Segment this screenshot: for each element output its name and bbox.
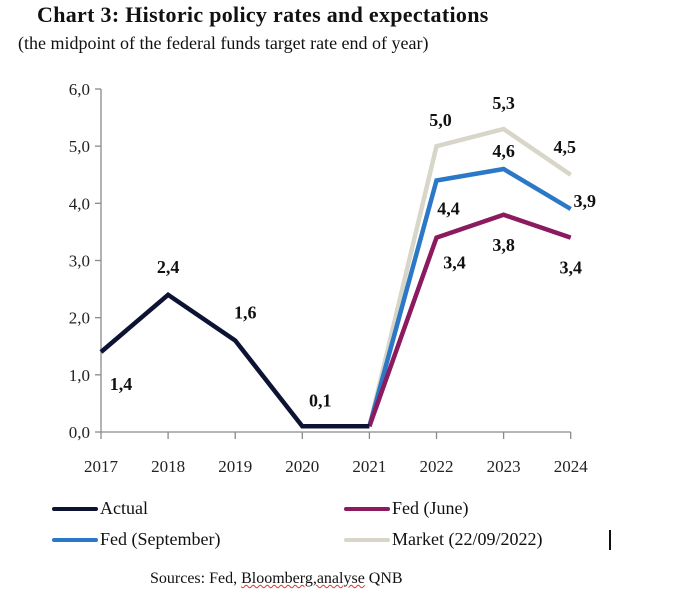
x-tick-label: 2021 <box>352 457 386 476</box>
x-tick-label: 2022 <box>420 457 454 476</box>
legend-item-market: Market (22/09/2022) <box>344 529 542 550</box>
series-line-market-22-09-2022 <box>367 126 572 427</box>
y-tick-label: 1,0 <box>69 366 90 385</box>
legend-swatch-market <box>344 537 390 542</box>
series-lines <box>99 126 572 429</box>
y-tick-label: 2,0 <box>69 309 90 328</box>
y-tick-label: 0,0 <box>69 423 90 442</box>
series-line-fed-june <box>367 212 572 428</box>
legend-item-fed-june: Fed (June) <box>344 498 468 519</box>
y-tick-label: 6,0 <box>69 80 90 99</box>
legend-item-fed-september: Fed (September) <box>52 529 220 550</box>
data-label: 3,8 <box>492 235 515 255</box>
chart-title: Chart 3: Historic policy rates and expec… <box>37 2 489 27</box>
data-labels: 1,4 2,4 1,6 0,1 3,4 3,8 3,4 4,4 4,6 3,9 5,0 5,3 4,5 <box>110 93 596 410</box>
series-line-fed-september <box>367 166 572 427</box>
data-label: 2,4 <box>157 257 180 277</box>
data-label: 4,5 <box>553 137 576 157</box>
source-prefix: Sources: Fed, <box>150 570 242 587</box>
data-label: 1,6 <box>234 303 257 323</box>
source-note: Sources: Fed, Bloomberg,analyse QNB <box>150 570 403 588</box>
data-label: 4,6 <box>492 141 515 161</box>
data-label: 1,4 <box>110 374 133 394</box>
legend-swatch-actual <box>52 506 98 511</box>
data-label: 4,4 <box>437 198 460 218</box>
source-suffix: QNB <box>364 570 403 587</box>
y-tick-label: 3,0 <box>69 252 90 271</box>
axes: 0,0 1,0 2,0 3,0 4,0 5,0 6,0 2017 2018 2019 2020 202… <box>69 80 588 476</box>
data-label: 3,4 <box>559 258 582 278</box>
source-underlined: Bloomberg,analyse <box>241 570 365 587</box>
y-tick-label: 5,0 <box>69 137 90 156</box>
legend-label-fed-september: Fed (September) <box>100 529 221 549</box>
chart-subtitle: (the midpoint of the federal funds targe… <box>18 33 429 53</box>
x-tick-label: 2019 <box>218 457 252 476</box>
x-tick-label: 2024 <box>554 457 589 476</box>
legend-label-market: Market (22/09/2022) <box>392 529 543 549</box>
series-line-actual <box>99 291 370 429</box>
x-tick-label: 2023 <box>487 457 521 476</box>
y-tick-label: 4,0 <box>69 194 90 213</box>
text-cursor <box>609 530 611 550</box>
legend-swatch-fed-september <box>52 537 98 542</box>
data-label: 5,0 <box>429 110 452 130</box>
x-tick-label: 2018 <box>151 457 185 476</box>
x-tick-label: 2017 <box>84 457 119 476</box>
x-tick-label: 2020 <box>285 457 319 476</box>
data-label: 5,3 <box>492 93 515 113</box>
data-label: 3,4 <box>443 253 466 273</box>
data-label: 3,9 <box>573 191 596 211</box>
legend-label-actual: Actual <box>100 498 148 518</box>
data-label: 0,1 <box>309 390 332 410</box>
legend-label-fed-june: Fed (June) <box>392 498 469 518</box>
legend-item-actual: Actual <box>52 498 148 519</box>
legend-swatch-fed-june <box>344 506 390 511</box>
